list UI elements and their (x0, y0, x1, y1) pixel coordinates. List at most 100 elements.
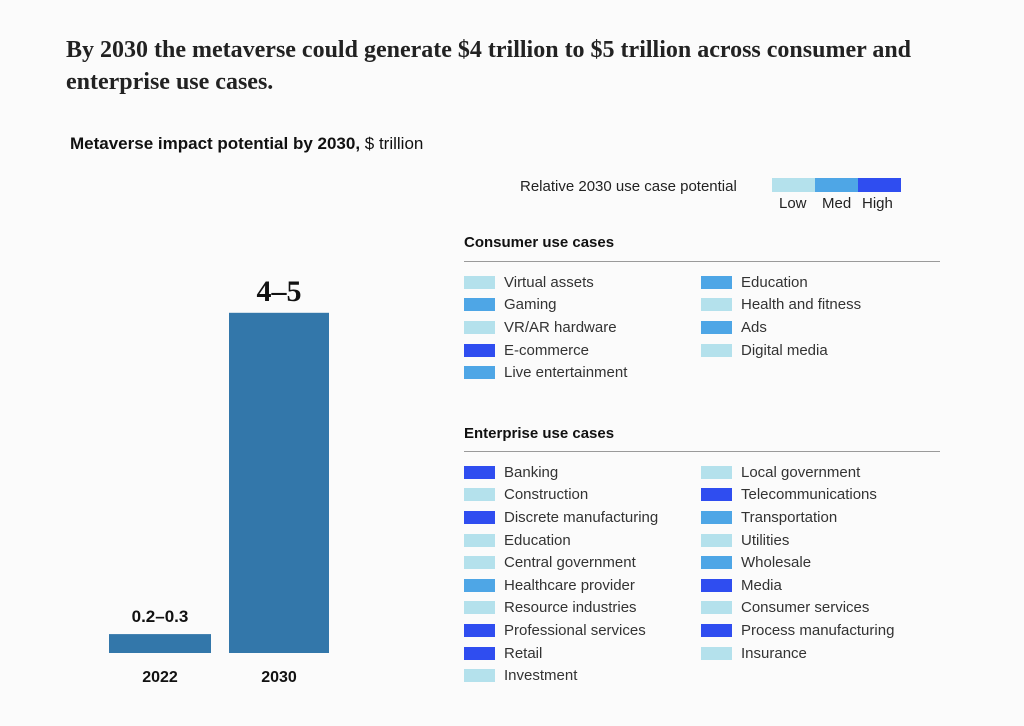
enterprise-use-case-item-label: Healthcare provider (504, 576, 635, 594)
potential-level-swatch (701, 298, 732, 312)
consumer-use-case-item: Education (701, 271, 940, 294)
enterprise-use-case-item-label: Discrete manufacturing (504, 508, 659, 526)
potential-level-swatch (701, 275, 732, 289)
potential-level-swatch (464, 556, 495, 570)
enterprise-use-case-item: Transportation (701, 506, 940, 529)
potential-level-swatch (701, 578, 732, 592)
enterprise-use-case-item: Education (464, 529, 701, 552)
consumer-use-case-item: Gaming (464, 294, 701, 317)
enterprise-use-case-item-label: Construction (504, 486, 589, 504)
enterprise-use-case-item-label: Resource industries (504, 599, 637, 617)
enterprise-use-case-item: Media (701, 574, 940, 597)
consumer-use-case-item-label: E-commerce (504, 341, 590, 359)
enterprise-use-case-item: Retail (464, 642, 701, 665)
consumer-use-case-item: Ads (701, 316, 940, 339)
potential-level-swatch (464, 298, 495, 312)
enterprise-use-case-item: Consumer services (701, 597, 940, 620)
bar-chart: 0.2–0.3 2022 4–5 2030 (109, 275, 329, 686)
consumer-use-case-item-label: Live entertainment (504, 364, 628, 382)
potential-level-swatch (464, 343, 495, 357)
enterprise-use-case-item: Local government (701, 461, 940, 484)
bar-value-label-2022: 0.2–0.3 (132, 607, 189, 626)
enterprise-use-case-item: Construction (464, 484, 701, 507)
potential-level-swatch (464, 275, 495, 289)
potential-level-swatch (701, 465, 732, 479)
enterprise-use-case-item-label: Transportation (741, 508, 838, 526)
enterprise-section-title: Enterprise use cases (464, 425, 615, 442)
legend-swatch-med (815, 178, 858, 192)
enterprise-use-case-item-label: Process manufacturing (741, 621, 895, 639)
potential-level-swatch (701, 488, 732, 502)
consumer-use-case-item-label: VR/AR hardware (504, 318, 617, 336)
consumer-use-case-item: Virtual assets (464, 271, 701, 294)
potential-level-swatch (464, 465, 495, 479)
potential-level-swatch (701, 601, 732, 615)
legend-swatch-high (858, 178, 901, 192)
potential-level-swatch (464, 578, 495, 592)
legend-swatch-low (772, 178, 815, 192)
legend-label-med: Med (822, 195, 852, 212)
enterprise-use-case-item-label: Telecommunications (741, 486, 877, 504)
potential-level-swatch (464, 646, 495, 660)
enterprise-use-case-item-label: Professional services (504, 621, 646, 639)
potential-level-swatch (701, 646, 732, 660)
bar-value-label-2030: 4–5 (257, 275, 302, 308)
enterprise-use-case-item-label: Investment (504, 667, 578, 685)
enterprise-use-case-item: Insurance (701, 642, 940, 665)
enterprise-use-case-item-label: Consumer services (741, 599, 870, 617)
potential-level-swatch (464, 320, 495, 334)
enterprise-use-case-item-label: Media (741, 576, 782, 594)
enterprise-use-case-item-label: Utilities (741, 531, 790, 549)
enterprise-use-case-item-label: Insurance (741, 644, 807, 662)
consumer-use-case-item-label: Virtual assets (504, 273, 594, 291)
consumer-use-case-item: Digital media (701, 339, 940, 362)
chart-subtitle-unit: $ trillion (360, 134, 424, 153)
legend-label-high: High (862, 195, 893, 212)
enterprise-use-case-item: Wholesale (701, 551, 940, 574)
enterprise-use-case-item: Utilities (701, 529, 940, 552)
potential-level-swatch (701, 533, 732, 547)
enterprise-use-case-item-label: Central government (504, 554, 636, 572)
enterprise-use-case-item: Healthcare provider (464, 574, 701, 597)
potential-level-swatch (701, 510, 732, 524)
enterprise-use-case-item-label: Education (504, 531, 571, 549)
consumer-divider (464, 261, 940, 262)
consumer-use-case-item: E-commerce (464, 339, 701, 362)
potential-level-swatch (464, 669, 495, 683)
potential-level-swatch (464, 488, 495, 502)
enterprise-use-case-item-label: Wholesale (741, 554, 812, 572)
enterprise-divider (464, 451, 940, 452)
potential-level-swatch (701, 343, 732, 357)
potential-level-swatch (464, 533, 495, 547)
consumer-use-case-item-label: Ads (741, 318, 767, 336)
x-tick-label-2030: 2030 (261, 669, 297, 686)
potential-level-swatch (464, 623, 495, 637)
consumer-section-title: Consumer use cases (464, 234, 615, 251)
enterprise-use-case-item: Central government (464, 551, 701, 574)
chart-subtitle-bold: Metaverse impact potential by 2030, (70, 134, 361, 153)
x-tick-label-2022: 2022 (142, 669, 178, 686)
bar-2030 (229, 312, 329, 653)
chart-subtitle: Metaverse impact potential by 2030, $ tr… (70, 134, 423, 154)
consumer-use-case-item-label: Education (741, 273, 808, 291)
enterprise-use-case-item-label: Banking (504, 463, 559, 481)
potential-legend-title: Relative 2030 use case potential (520, 178, 737, 195)
enterprise-use-case-item: Resource industries (464, 597, 701, 620)
potential-level-swatch (701, 623, 732, 637)
enterprise-use-case-item: Professional services (464, 619, 701, 642)
enterprise-use-case-item-label: Local government (741, 463, 861, 481)
potential-level-swatch (701, 556, 732, 570)
consumer-use-case-list: Virtual assets Gaming VR/AR hardware E-comm… (464, 271, 940, 384)
consumer-use-case-item: VR/AR hardware (464, 316, 701, 339)
enterprise-use-case-item-label: Retail (504, 644, 543, 662)
page-headline: By 2030 the metaverse could generate $4 … (66, 37, 912, 95)
consumer-use-case-item: Health and fitness (701, 294, 940, 317)
consumer-use-case-item: Live entertainment (464, 361, 701, 384)
bar-2022 (109, 634, 211, 653)
potential-level-swatch (701, 320, 732, 334)
enterprise-use-case-list: Banking Construction Discrete manufacturin… (464, 461, 940, 687)
consumer-use-case-item-label: Health and fitness (741, 296, 862, 314)
enterprise-use-case-item: Discrete manufacturing (464, 506, 701, 529)
enterprise-use-case-item: Process manufacturing (701, 619, 940, 642)
legend-label-low: Low (779, 195, 807, 212)
